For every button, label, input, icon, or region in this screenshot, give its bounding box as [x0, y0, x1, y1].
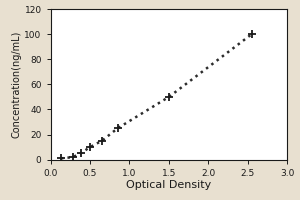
Y-axis label: Concentration(ng/mL): Concentration(ng/mL)	[12, 31, 22, 138]
X-axis label: Optical Density: Optical Density	[126, 180, 212, 190]
